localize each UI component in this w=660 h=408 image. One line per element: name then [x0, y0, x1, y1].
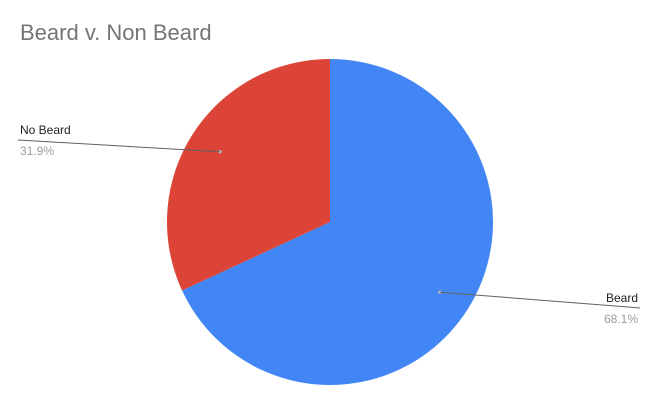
chart-title: Beard v. Non Beard	[20, 20, 212, 45]
slice-label: No Beard	[20, 123, 71, 137]
slice-label: Beard	[606, 291, 638, 305]
slice-percent-label: 31.9%	[20, 144, 54, 158]
slice-percent-label: 68.1%	[604, 312, 638, 326]
leader-line	[17, 139, 221, 153]
leader-line	[439, 291, 641, 309]
pie-slice-beard	[182, 59, 494, 385]
pie-slice-no-beard	[167, 59, 330, 291]
